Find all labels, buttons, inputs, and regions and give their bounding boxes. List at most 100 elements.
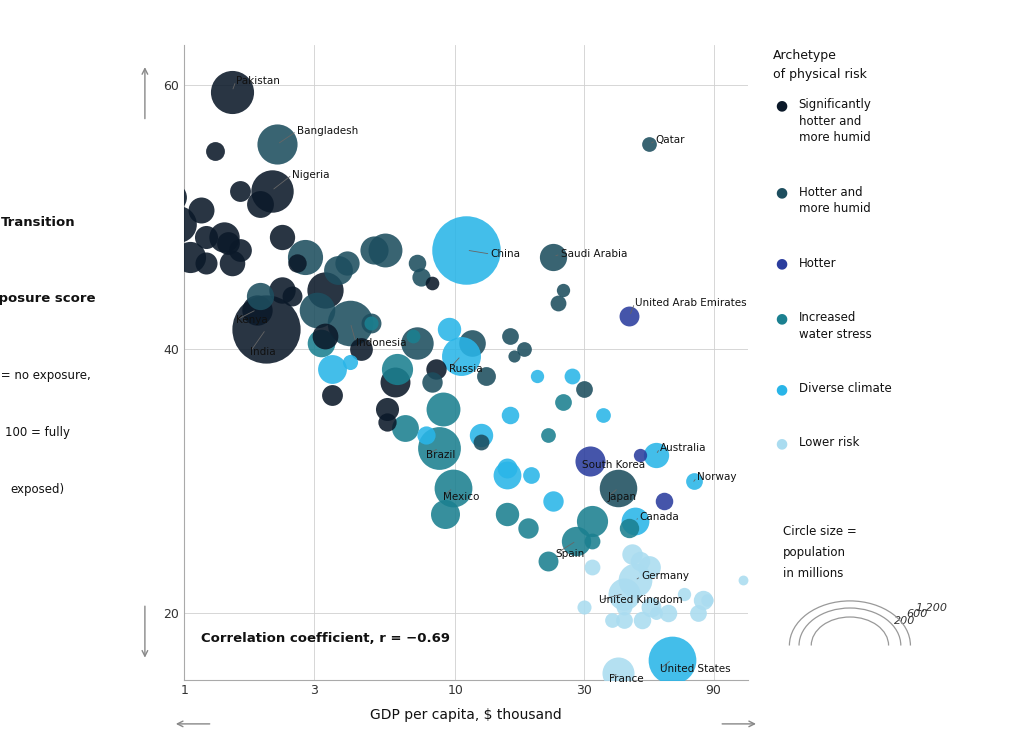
Point [324,363,340,375]
Text: Hotter and: Hotter and [799,186,862,199]
Point [161,244,177,256]
Point [453,350,469,362]
Point [409,257,425,270]
Point [309,304,326,316]
Point [274,231,291,243]
Point [627,515,643,527]
Text: Archetype: Archetype [773,49,837,62]
Point [582,455,598,467]
Point [634,614,650,626]
Point [615,601,632,613]
Point [289,257,305,270]
Point [622,310,638,322]
X-axis label: GDP per capita, $ thousand: GDP per capita, $ thousand [370,708,562,723]
Point [105,191,122,203]
Point [659,607,676,619]
Text: United States: United States [659,664,730,674]
Point [473,436,489,448]
Point [550,297,566,309]
Point [522,469,539,481]
Point [473,429,489,441]
Text: in millions: in millions [783,567,844,580]
Point [198,257,214,270]
Point [478,370,495,382]
Point [584,535,600,547]
Point [604,614,621,626]
Point [396,422,413,434]
Point [545,495,561,507]
Point [82,165,98,177]
Text: ●: ● [775,98,787,112]
Point [424,277,440,289]
Text: Kenya: Kenya [236,315,267,325]
Text: South Korea: South Korea [583,461,645,470]
Text: exposed): exposed) [11,482,65,496]
Text: Spain: Spain [556,549,585,559]
Point [540,429,556,441]
Point [610,667,627,679]
Text: hotter and: hotter and [799,115,861,128]
Point [224,85,241,97]
Text: 600: 600 [906,609,928,618]
Point [379,402,395,414]
Point [624,548,640,560]
Point [182,251,199,263]
Point [698,594,715,606]
Point [406,330,422,342]
Point [313,337,330,349]
Point [528,370,545,382]
Text: more humid: more humid [799,202,870,215]
Point [418,429,434,441]
Point [594,409,610,421]
Text: 1,200: 1,200 [915,602,947,612]
Text: ●: ● [775,382,787,396]
Point [499,462,515,474]
Point [316,284,333,296]
Text: population: population [783,546,847,559]
Point [153,238,169,250]
Point [627,575,643,587]
Point [516,343,532,356]
Text: Australia: Australia [659,443,707,453]
Point [690,607,707,619]
Text: of physical risk: of physical risk [773,68,867,81]
Text: (0 = no exposure,: (0 = no exposure, [0,368,91,381]
Text: 200: 200 [894,616,915,627]
Point [643,601,659,613]
Point [503,409,519,421]
Point [424,376,440,388]
Text: Pakistan: Pakistan [236,76,280,86]
Text: Brazil: Brazil [426,450,456,460]
Point [568,535,585,547]
Point [364,317,380,329]
Point [252,291,268,303]
Point [647,607,664,619]
Text: United Kingdom: United Kingdom [599,595,683,606]
Point [615,587,632,599]
Point [150,159,166,171]
Point [647,448,664,461]
Text: exposure score: exposure score [0,292,95,306]
Text: Japan: Japan [607,492,637,502]
Point [555,284,571,296]
Point [577,601,593,613]
Point [193,205,209,217]
Point [231,244,248,256]
Point [555,396,571,408]
Text: Significantly: Significantly [799,98,871,111]
Point [379,416,395,428]
Point [540,554,556,566]
Text: Transition: Transition [1,217,75,230]
Point [216,231,232,243]
Text: Norway: Norway [697,473,736,482]
Text: Increased: Increased [799,311,856,324]
Point [231,185,248,197]
Point [284,291,300,303]
Point [564,370,581,382]
Point [499,508,515,520]
Point [545,251,561,263]
Point [387,376,403,388]
Point [664,654,680,666]
Text: Indonesia: Indonesia [356,337,407,347]
Point [342,317,358,329]
